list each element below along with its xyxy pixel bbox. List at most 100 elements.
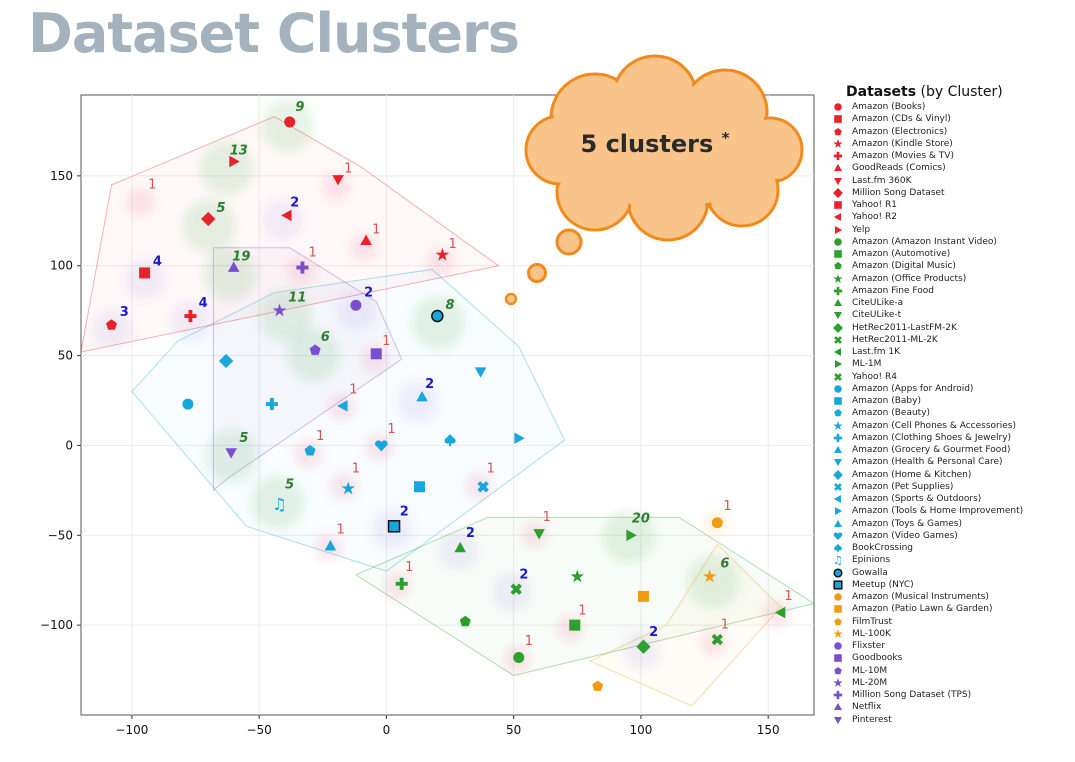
legend-marker-shape bbox=[833, 580, 843, 590]
legend-marker-shape bbox=[834, 716, 842, 724]
legend-marker bbox=[834, 703, 842, 711]
legend-marker-shape bbox=[834, 519, 842, 527]
legend-marker-shape bbox=[834, 409, 842, 417]
legend-item: CiteULike-a bbox=[831, 297, 1071, 309]
legend-marker-shape bbox=[834, 164, 842, 172]
legend-label: Amazon (Pet Supplies) bbox=[852, 481, 954, 492]
legend-item: Amazon (Toys & Games) bbox=[831, 518, 1071, 530]
legend-label: Yahoo! R1 bbox=[852, 200, 897, 211]
legend-item: Million Song Dataset bbox=[831, 187, 1071, 199]
legend-marker bbox=[834, 666, 842, 674]
legend-item: Amazon (Electronics) bbox=[831, 126, 1071, 138]
legend-item: HetRec2011-LastFM-2K bbox=[831, 322, 1071, 334]
legend-label: Amazon (Amazon Instant Video) bbox=[852, 236, 997, 247]
legend-label: Amazon (Home & Kitchen) bbox=[852, 469, 972, 480]
legend-item: Amazon (Clothing Shoes & Jewelry) bbox=[831, 432, 1071, 444]
legend-item: Last.fm 1K bbox=[831, 346, 1071, 358]
legend: Amazon (Books) Amazon (CDs & Vinyl) Amazon… bbox=[831, 101, 1071, 726]
cloud-bubble-medium bbox=[527, 263, 547, 283]
cluster-hull-green bbox=[354, 516, 816, 676]
thought-cloud bbox=[504, 54, 804, 306]
point-million-song-dataset bbox=[201, 211, 216, 227]
legend-marker bbox=[834, 617, 842, 625]
count-halos bbox=[92, 99, 791, 673]
legend-marker bbox=[834, 250, 842, 258]
count-label: 1 bbox=[723, 499, 731, 514]
legend-marker-shape bbox=[834, 127, 842, 135]
legend-item: BookCrossing bbox=[831, 542, 1071, 554]
legend-marker bbox=[834, 654, 842, 663]
count-halo bbox=[397, 381, 438, 422]
legend-label: Amazon (Sports & Outdoors) bbox=[852, 494, 982, 505]
legend-marker bbox=[833, 273, 843, 283]
point-yahoo-r4 bbox=[711, 633, 723, 646]
legend-marker-shape bbox=[834, 593, 842, 601]
point-citeulike-t bbox=[533, 529, 545, 540]
x-tick-label: 100 bbox=[629, 723, 652, 737]
legend-marker-shape bbox=[834, 372, 842, 381]
count-label: 2 bbox=[425, 377, 434, 392]
legend-marker bbox=[834, 225, 843, 234]
legend-marker bbox=[833, 677, 843, 687]
count-label: 5 bbox=[239, 431, 248, 446]
legend-label: HetRec2011-ML-2K bbox=[852, 334, 938, 345]
legend-marker-shape bbox=[833, 187, 843, 198]
legend-marker bbox=[834, 238, 842, 246]
count-label: 1 bbox=[784, 589, 792, 604]
legend-marker-shape bbox=[834, 459, 842, 467]
point-ml-1m bbox=[626, 529, 637, 542]
x-tick-label: 50 bbox=[506, 723, 521, 737]
legend-marker bbox=[834, 262, 842, 270]
legend-marker bbox=[833, 322, 843, 333]
count-label: 4 bbox=[153, 255, 162, 270]
legend-marker bbox=[833, 628, 843, 638]
count-label: 11 bbox=[288, 291, 306, 306]
legend-marker-shape bbox=[833, 138, 843, 148]
legend-title: Datasets (by Cluster) bbox=[846, 84, 1003, 100]
legend-label: Amazon (Digital Music) bbox=[852, 261, 956, 272]
legend-marker bbox=[833, 469, 843, 480]
legend-item: Amazon (Video Games) bbox=[831, 530, 1071, 542]
legend-marker-shape bbox=[833, 213, 842, 222]
legend-marker bbox=[834, 201, 842, 209]
point-amazon-digital-music bbox=[459, 615, 471, 627]
legend-label: ML-1M bbox=[852, 359, 882, 370]
legend-item: Pinterest bbox=[831, 714, 1071, 726]
legend-label: Amazon (CDs & Vinyl) bbox=[852, 114, 951, 125]
point-amazon-fine-food bbox=[395, 577, 408, 590]
x-bar bbox=[834, 372, 842, 381]
legend-item: Amazon (Beauty) bbox=[831, 407, 1071, 419]
cluster-hulls bbox=[80, 116, 816, 707]
cluster-hull-purple bbox=[212, 247, 403, 492]
point-netflix bbox=[227, 261, 240, 272]
count-label: 8 bbox=[446, 298, 455, 313]
legend-marker-shape bbox=[834, 201, 842, 209]
count-halo bbox=[203, 248, 256, 301]
point-amazon-beauty bbox=[304, 445, 316, 456]
count-halo bbox=[259, 289, 312, 342]
point-citeulike-a bbox=[454, 541, 467, 553]
count-label: 2 bbox=[466, 526, 475, 541]
point-yelp bbox=[229, 155, 240, 168]
legend-marker bbox=[834, 298, 842, 307]
legend-marker bbox=[834, 519, 842, 527]
point-ml-10m bbox=[309, 344, 321, 355]
legend-marker bbox=[834, 115, 842, 124]
legend-label: Amazon (Toys & Games) bbox=[852, 518, 962, 529]
legend-marker bbox=[834, 360, 843, 369]
legend-marker bbox=[834, 445, 842, 454]
count-halo bbox=[287, 329, 340, 382]
count-label: 13 bbox=[230, 143, 248, 158]
legend-item: Amazon (Cell Phones & Accessories) bbox=[831, 420, 1071, 432]
legend-label: Amazon (Kindle Store) bbox=[852, 138, 953, 149]
point-amazon-cell-phones-accessories bbox=[341, 481, 356, 495]
count-label: 1 bbox=[308, 246, 316, 261]
legend-marker-shape bbox=[833, 690, 843, 700]
legend-marker-shape bbox=[834, 115, 842, 124]
legend-marker bbox=[834, 716, 842, 724]
legend-label: Yahoo! R4 bbox=[852, 371, 897, 382]
legend-marker-shape bbox=[834, 385, 842, 393]
legend-marker bbox=[834, 312, 842, 320]
legend-label: ML-100K bbox=[852, 628, 891, 639]
legend-label: CiteULike-a bbox=[852, 298, 904, 309]
